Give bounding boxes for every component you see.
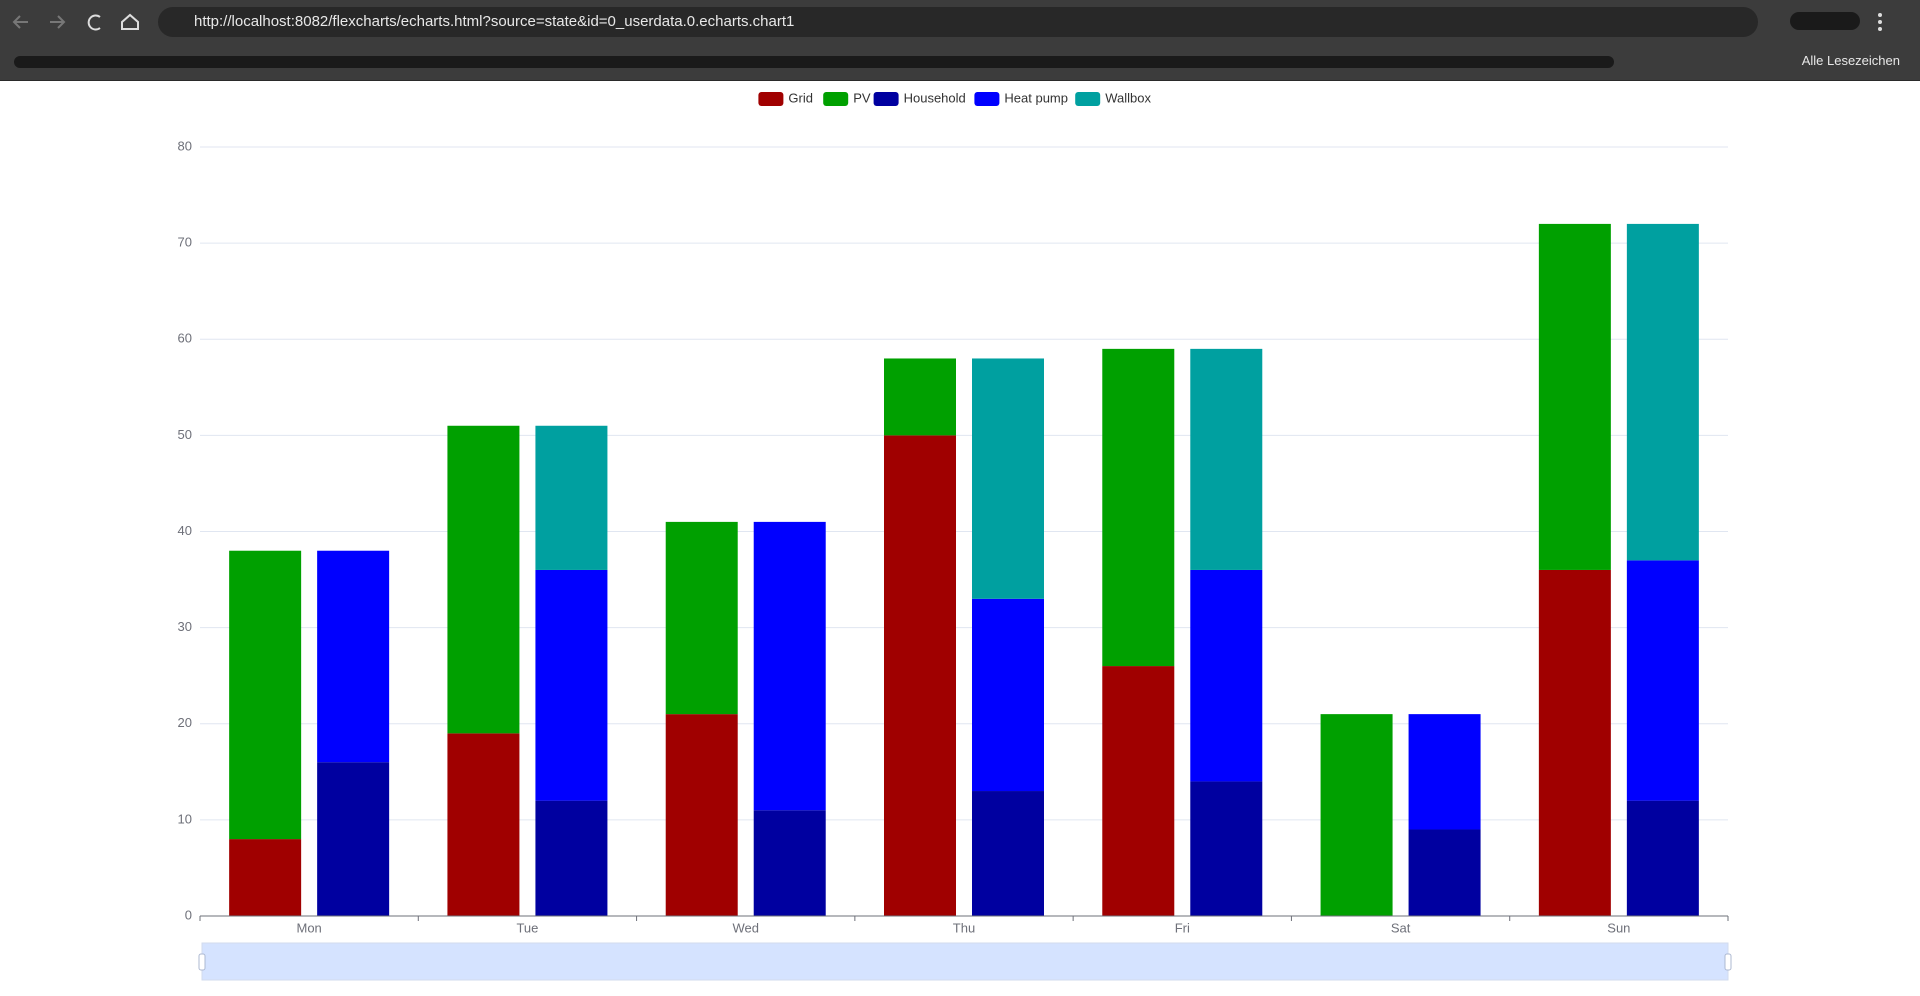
bar-segment [1626,560,1699,801]
bar-segment [1626,223,1699,561]
legend-label: Heat pump [1004,90,1068,105]
chart: Grid PV Household Heat pump Wallbox 0 10 20 30 40… [178,90,1732,981]
y-tick-label: 10 [178,811,192,826]
bar-segment [1538,569,1611,916]
bar-segment [972,358,1044,599]
legend-swatch [758,92,784,106]
y-tick-label: 50 [178,427,192,442]
y-tick-label: 70 [178,235,192,250]
menu-dot[interactable] [1878,13,1882,17]
y-tick-label: 40 [178,523,192,538]
legend-label: Household [904,90,966,105]
bar-segment [972,791,1044,916]
legend-swatch [823,92,849,106]
bar-segment [1320,714,1393,916]
bar-segment [535,569,608,801]
forward-button[interactable] [50,15,66,29]
bar-segment [884,358,956,436]
address-bar[interactable]: http://localhost:8082/flexcharts/echarts… [158,7,1758,37]
back-button[interactable] [12,15,28,29]
slider-track [201,942,1729,981]
bar-segment [1102,666,1175,916]
redacted-bookmarks [14,56,1614,68]
bar-segment [753,810,826,916]
home-button[interactable] [121,13,139,30]
bookmarks-bar: Alle Lesezeichen [0,44,1920,81]
x-tick-label: Thu [953,920,975,935]
y-tick-label: 60 [178,331,192,346]
menu-dot[interactable] [1878,20,1882,24]
toolbar-icons [1790,12,1882,31]
legend-label: Wallbox [1105,90,1151,105]
y-tick-label: 0 [185,907,192,922]
bar-segment [535,800,608,916]
bar-segment [229,839,302,916]
bar-segment [535,425,608,570]
y-tick-label: 80 [178,138,192,153]
bar-segment [447,425,520,734]
bar-segment [1408,714,1481,830]
reload-button[interactable] [87,14,101,31]
x-tick-label: Sat [1391,920,1411,935]
bar-segment [1102,348,1175,667]
bar-segment [317,550,390,763]
bar-segment [1190,348,1263,570]
bar-segment [1190,781,1263,916]
y-tick-label: 20 [178,715,192,730]
data-zoom-slider[interactable] [198,942,1732,981]
legend-swatch [1075,92,1101,106]
x-tick-label: Wed [732,920,759,935]
bar-segment [753,521,826,811]
legend-label: Grid [788,90,813,105]
nav-buttons [12,13,139,31]
x-tick-label: Tue [516,920,538,935]
browser-toolbar: http://localhost:8082/flexcharts/echarts… [0,0,1920,44]
bar-segment [1626,800,1699,916]
x-tick-label: Fri [1175,920,1190,935]
bar-segment [1538,223,1611,570]
legend-swatch [974,92,1000,106]
url: http://localhost:8082/flexcharts/echarts… [194,13,795,30]
bar-segment [665,714,738,916]
legend-label: PV [853,90,871,105]
all-bookmarks[interactable]: Alle Lesezeichen [1801,53,1900,68]
menu-dot[interactable] [1878,27,1882,31]
bar-segment [447,733,520,916]
bar-segment [1190,569,1263,782]
bar-segment [229,550,302,840]
slider-handle [1724,953,1732,971]
legend-swatch [873,92,899,106]
slider-handle [198,953,206,971]
bar-segment [317,762,390,916]
x-tick-label: Sun [1607,920,1630,935]
y-tick-label: 30 [178,619,192,634]
bar-segment [884,435,956,916]
profile-icons [1790,12,1860,30]
bar-segment [972,598,1044,792]
bar-segment [665,521,738,715]
bar-segment [1408,829,1481,916]
x-tick-label: Mon [296,920,321,935]
